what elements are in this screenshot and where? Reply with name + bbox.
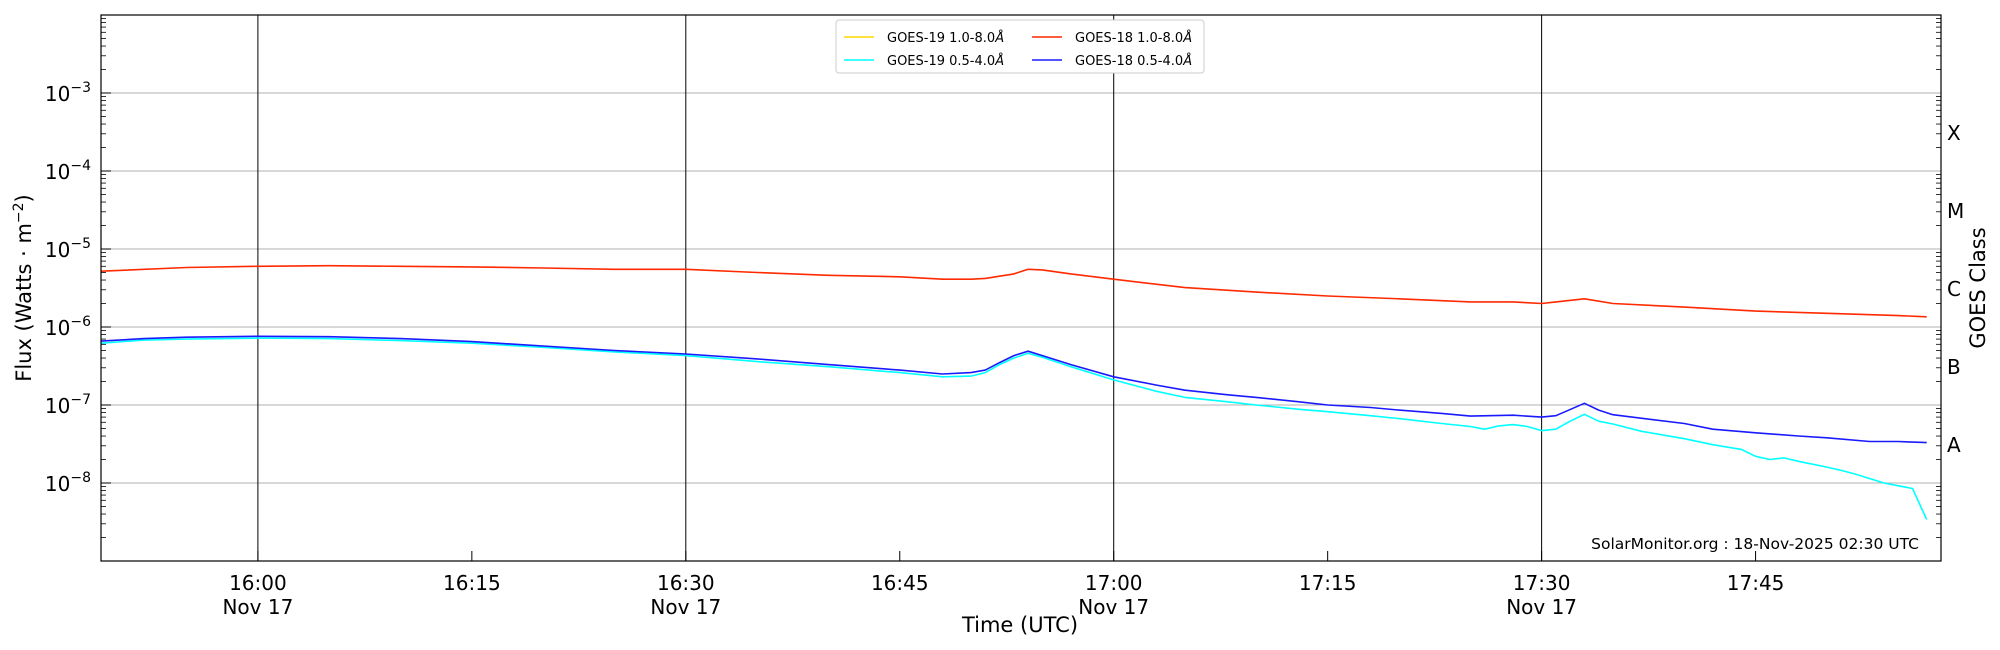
x-tick-label: 16:00 xyxy=(229,571,287,595)
series-line-goes-18-1-0-8-0 xyxy=(100,264,1927,318)
y-tick-label: 10−5 xyxy=(45,236,91,262)
y2-axis-label: GOES Class xyxy=(1966,227,1990,348)
legend-series-name: GOES-18 0.5-4.0 xyxy=(1075,54,1183,69)
x-tick-date-label: Nov 17 xyxy=(222,595,293,619)
y-tick-base: 10 xyxy=(45,316,70,340)
goes-class-label: B xyxy=(1947,355,1961,379)
goes-class-label: M xyxy=(1947,199,1964,223)
legend-label: GOES-19 0.5-4.0Å xyxy=(887,53,1004,69)
y-axis-label: Flux (Watts · m−2) xyxy=(11,194,36,382)
legend-label: GOES-18 1.0-8.0Å xyxy=(1075,30,1192,46)
legend-label: GOES-19 1.0-8.0Å xyxy=(887,30,1004,46)
y-tick-label: 10−7 xyxy=(45,392,91,418)
x-tick-label: 16:30 xyxy=(657,571,715,595)
y-tick-exponent: −4 xyxy=(70,158,91,174)
y-tick-exponent: −7 xyxy=(70,392,91,408)
legend-series-name: GOES-19 0.5-4.0 xyxy=(887,54,995,69)
plot-frame xyxy=(100,14,1942,562)
y-tick-base: 10 xyxy=(45,160,70,184)
series-line-goes-18-0-5-4-0 xyxy=(100,335,1927,444)
goes-class-label: C xyxy=(1947,277,1961,301)
legend-series-name: GOES-18 1.0-8.0 xyxy=(1075,31,1183,46)
y-tick-exponent: −3 xyxy=(70,80,91,96)
x-tick-label: 16:15 xyxy=(443,571,501,595)
y-tick-label: 10−6 xyxy=(45,314,91,340)
y-tick-base: 10 xyxy=(45,82,70,106)
x-tick-date-label: Nov 17 xyxy=(1078,595,1149,619)
legend-series-unit: Å xyxy=(994,30,1004,46)
goes-class-label: X xyxy=(1947,121,1961,145)
legend-box xyxy=(835,19,1205,74)
y-tick-exponent: −8 xyxy=(70,470,91,486)
y-tick-label: 10−3 xyxy=(45,80,91,106)
y-tick-base: 10 xyxy=(45,238,70,262)
y-tick-base: 10 xyxy=(45,394,70,418)
legend-series-unit: Å xyxy=(1182,53,1192,69)
legend-series-unit: Å xyxy=(994,53,1004,69)
series-line-goes-19-0-5-4-0 xyxy=(100,337,1928,520)
y-tick-exponent: −6 xyxy=(70,314,91,330)
x-tick-label: 17:30 xyxy=(1513,571,1571,595)
x-tick-date-label: Nov 17 xyxy=(1506,595,1577,619)
plot-series xyxy=(100,264,1928,520)
y-tick-exponent: −5 xyxy=(70,236,91,252)
x-tick-label: 17:15 xyxy=(1299,571,1357,595)
y-tick-label: 10−8 xyxy=(45,470,91,496)
y-tick-label: 10−4 xyxy=(45,158,91,184)
legend-series-unit: Å xyxy=(1182,30,1192,46)
y-tick-base: 10 xyxy=(45,472,70,496)
y-axis-label-sup: −2 xyxy=(11,202,27,223)
legend-label: GOES-18 0.5-4.0Å xyxy=(1075,53,1192,69)
legend-series-name: GOES-19 1.0-8.0 xyxy=(887,31,995,46)
y-axis-label-close: ) xyxy=(12,194,36,202)
x-tick-label: 16:45 xyxy=(871,571,929,595)
x-axis-label: Time (UTC) xyxy=(961,613,1078,637)
grid-lines xyxy=(101,15,1941,561)
credit-text: SolarMonitor.org : 18-Nov-2025 02:30 UTC xyxy=(1591,535,1919,553)
y-axis-label-main: Flux (Watts · m xyxy=(12,223,36,382)
goes-class-label: A xyxy=(1947,433,1961,457)
x-tick-date-label: Nov 17 xyxy=(650,595,721,619)
x-tick-label: 17:00 xyxy=(1085,571,1143,595)
x-tick-label: 17:45 xyxy=(1727,571,1785,595)
